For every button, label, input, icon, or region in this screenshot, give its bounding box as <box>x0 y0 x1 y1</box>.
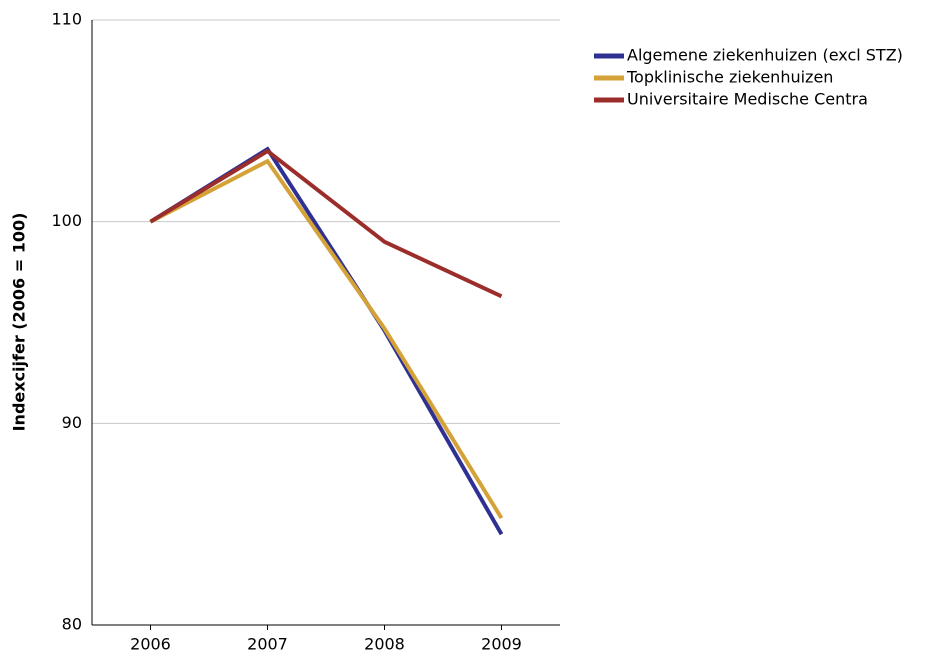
series-line <box>149 158 504 520</box>
y-axis-title: Indexcijfer (2006 = 100) <box>10 213 29 432</box>
legend-label: Universitaire Medische Centra <box>627 90 868 109</box>
series-line <box>149 146 504 536</box>
series-line <box>149 148 503 299</box>
x-tick-label: 2007 <box>247 635 288 654</box>
y-tick-label: 100 <box>51 211 82 230</box>
x-tick-label: 2009 <box>481 635 522 654</box>
x-tick-label: 2006 <box>130 635 171 654</box>
y-tick-label: 80 <box>62 615 82 634</box>
x-tick-label: 2008 <box>364 635 405 654</box>
legend-label: Topklinische ziekenhuizen <box>626 68 833 87</box>
legend-label: Algemene ziekenhuizen (excl STZ) <box>627 46 903 65</box>
y-tick-label: 110 <box>51 10 82 29</box>
y-tick-label: 90 <box>62 413 82 432</box>
